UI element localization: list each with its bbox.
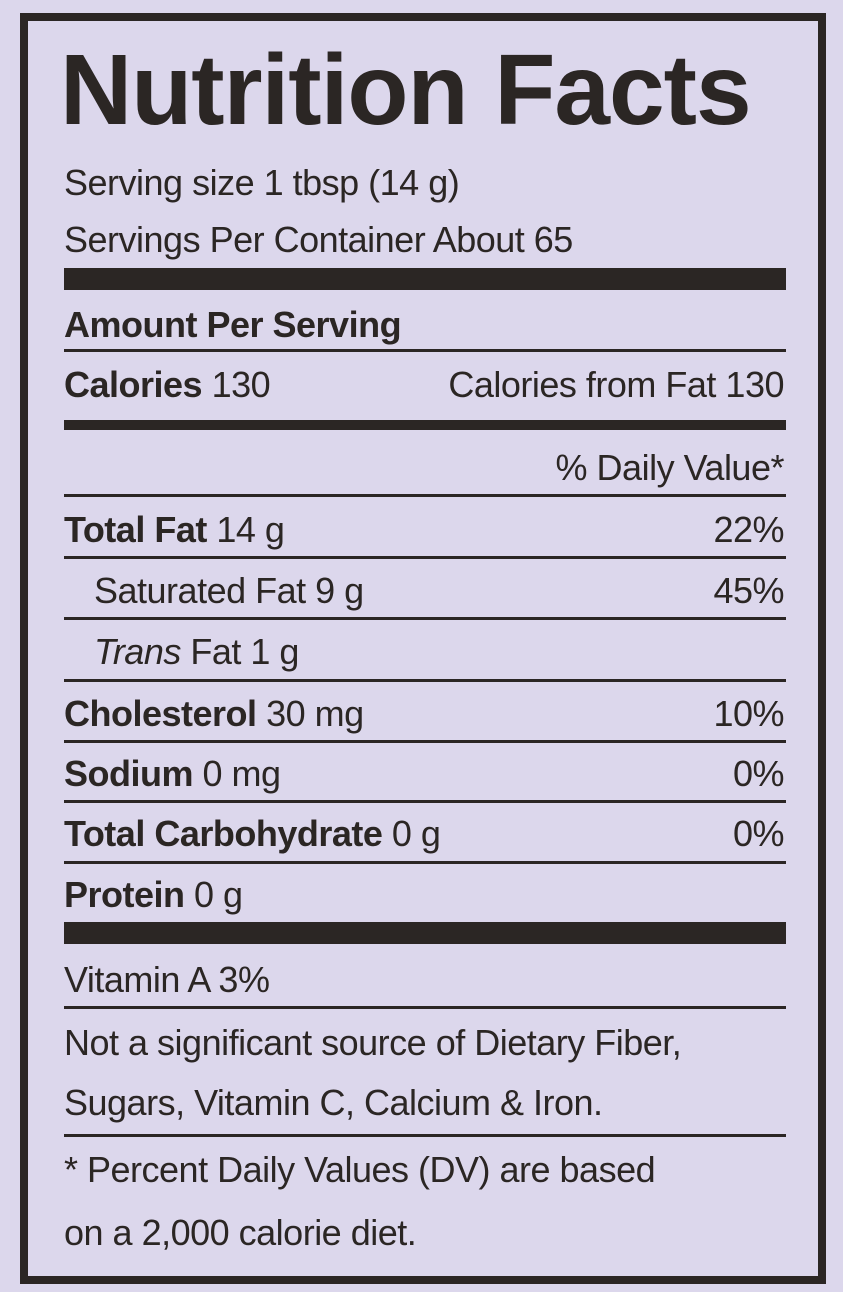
nutrient-label-italic: Trans: [94, 631, 181, 672]
calories-value: 130: [211, 364, 271, 405]
not-significant-line-2: Sugars, Vitamin C, Calcium & Iron.: [64, 1082, 603, 1123]
vitamin-a: Vitamin A 3%: [64, 959, 270, 1000]
calories-label: Calories: [64, 364, 203, 405]
label-title: Nutrition Facts: [60, 34, 752, 146]
nutrient-dv: 45%: [713, 570, 784, 611]
nutrient-label: Saturated Fat 9 g: [94, 570, 364, 611]
nutrient-label: Total Fat: [64, 509, 207, 550]
nutrient-label: Sodium: [64, 753, 194, 794]
nutrient-label: Total Carbohydrate: [64, 813, 383, 854]
dv-header: % Daily Value*: [555, 447, 785, 488]
divider: [64, 740, 786, 743]
nutrient-label: Protein: [64, 874, 185, 915]
label-border: [20, 13, 826, 1284]
divider: [64, 679, 786, 682]
nutrient-dv: 0%: [732, 813, 785, 854]
amount-per-serving: Amount Per Serving: [64, 304, 402, 345]
divider: [64, 556, 786, 559]
nutrient-row-saturated-fat: Saturated Fat 9 g 45%: [64, 571, 784, 611]
nutrient-row-cholesterol: Cholesterol 30 mg 10%: [64, 694, 784, 734]
nutrient-amount: 14 g: [216, 509, 285, 550]
nutrient-row-protein: Protein 0 g: [64, 875, 784, 915]
nutrient-dv: 22%: [713, 509, 784, 550]
nutrient-row-sodium: Sodium 0 mg 0%: [64, 753, 785, 794]
nutrient-dv: 0%: [732, 753, 785, 794]
nutrient-amount: 30 mg: [266, 693, 364, 734]
footnote-line-2: on a 2,000 calorie diet.: [64, 1212, 417, 1253]
nutrient-amount: 0 g: [391, 813, 441, 854]
serving-size: Serving size 1 tbsp (14 g): [64, 162, 460, 203]
divider: [64, 349, 786, 352]
nutrient-row-total-fat: Total Fat 14 g 22%: [64, 510, 784, 550]
divider: [64, 800, 786, 803]
dv-header-row: % Daily Value*: [64, 447, 785, 488]
footnote-line-1: * Percent Daily Values (DV) are based: [64, 1149, 656, 1190]
nutrient-row-trans-fat: Trans Fat 1 g: [64, 632, 784, 672]
nutrient-label: Fat 1 g: [190, 631, 299, 672]
divider: [64, 861, 786, 864]
servings-per-container: Servings Per Container About 65: [64, 219, 573, 260]
divider: [64, 617, 786, 620]
nutrient-amount: 0 mg: [202, 753, 282, 794]
not-significant-line-1: Not a significant source of Dietary Fibe…: [64, 1022, 682, 1063]
thick-divider: [64, 922, 786, 944]
thick-divider: [64, 268, 786, 290]
calories-row: Calories 130 Calories from Fat 130: [64, 365, 784, 405]
divider: [64, 1134, 786, 1137]
nutrient-dv: 10%: [713, 693, 784, 734]
divider: [64, 494, 786, 497]
medium-divider: [64, 420, 786, 430]
calories-from-fat: Calories from Fat 130: [448, 364, 784, 405]
nutrient-label: Cholesterol: [64, 693, 257, 734]
nutrient-amount: 0 g: [194, 874, 243, 915]
divider: [64, 1006, 786, 1009]
nutrient-row-total-carbohydrate: Total Carbohydrate 0 g 0%: [64, 813, 785, 854]
